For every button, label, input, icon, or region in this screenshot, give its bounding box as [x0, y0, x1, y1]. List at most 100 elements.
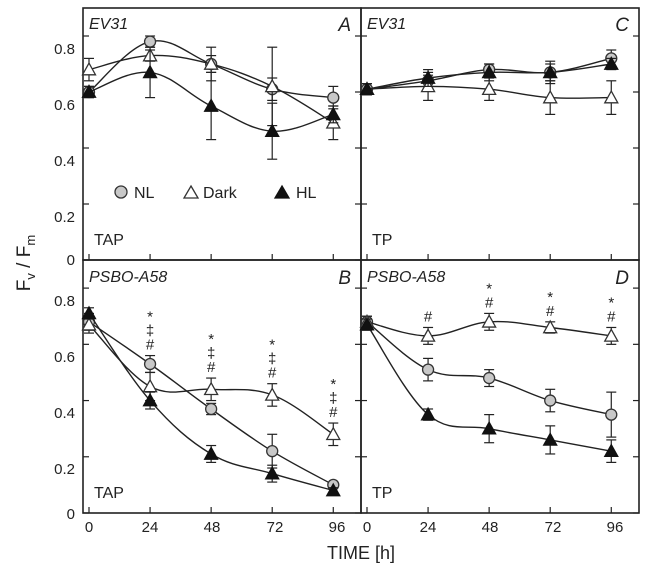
data-point-nl-d: [482, 371, 496, 385]
data-point-dark-d: [542, 319, 558, 334]
panel-d-strain: PSBO-A58: [367, 269, 445, 286]
data-point-nl-b: [204, 402, 218, 416]
data-point-hl-d: [603, 443, 619, 458]
legend-hl-marker: [273, 184, 291, 199]
significance-mark-b: ‡: [329, 390, 337, 407]
significance-mark-b: #: [146, 337, 155, 354]
data-point-hl-c: [420, 70, 436, 84]
significance-mark-b: #: [268, 365, 277, 382]
x-tick-label-left-0: 0: [85, 519, 93, 536]
panel-c-strain: EV31: [367, 16, 406, 33]
plot-panel-d: ##*#*#*: [359, 280, 639, 514]
series-line-hl-b: [88, 312, 334, 492]
x-tick-label-right-96: 96: [607, 519, 624, 536]
x-tick-label-left-24: 24: [142, 519, 159, 536]
data-point-dark-b: [203, 381, 219, 396]
data-point-dark-d: [603, 328, 619, 342]
data-point-dark-a: [81, 61, 97, 76]
legend: NL Dark HL: [114, 184, 317, 202]
x-tick-label-left-48: 48: [204, 519, 221, 536]
y-axis-label: Fv / Fm: [14, 235, 38, 291]
panel-b-medium: TAP: [94, 485, 124, 502]
data-point-hl-a: [325, 106, 341, 121]
y-tick-label-bottom-0.8: 0.8: [54, 293, 75, 310]
data-point-hl-d: [359, 316, 375, 331]
significance-mark-b: *: [269, 337, 275, 354]
data-point-hl-b: [325, 482, 341, 497]
legend-nl-marker: [114, 185, 128, 199]
data-point-nl-a: [143, 35, 157, 48]
significance-mark-b: *: [147, 309, 153, 326]
plot-panel-a: [81, 35, 361, 261]
significance-mark-d: #: [607, 308, 616, 325]
x-tick-label-right-0: 0: [363, 519, 371, 536]
frame-panel-d: [360, 259, 640, 514]
panel-d-letter: D: [615, 268, 629, 289]
y-tick-label-bottom-0: 0: [67, 506, 75, 523]
significance-mark-d: *: [486, 280, 492, 297]
y-tick-label-bottom-0.4: 0.4: [54, 405, 75, 422]
panel-a-letter: A: [337, 15, 351, 36]
significance-mark-b: #: [329, 404, 338, 421]
data-point-dark-a: [203, 56, 219, 70]
x-tick-label-right-24: 24: [420, 519, 437, 536]
data-point-hl-a: [142, 64, 158, 79]
data-point-hl-b: [142, 392, 158, 407]
data-point-hl-d: [481, 420, 497, 435]
panel-d-medium: TP: [372, 485, 392, 502]
panel-b-strain: PSBO-A58: [89, 269, 167, 286]
x-tick-label-left-96: 96: [329, 519, 346, 536]
y-tick-label-top-0.4: 0.4: [54, 153, 75, 170]
data-point-hl-d: [420, 406, 436, 421]
data-point-dark-d: [420, 328, 436, 342]
series-line-hl-d: [366, 324, 612, 452]
data-point-dark-c: [542, 89, 558, 104]
data-point-dark-a: [264, 78, 280, 93]
data-point-dark-b: [264, 387, 280, 401]
data-point-nl-d: [544, 394, 557, 407]
legend-nl-label: NL: [134, 185, 155, 202]
significance-mark-d: #: [485, 294, 494, 311]
data-point-hl-b: [81, 305, 97, 320]
data-point-hl-d: [542, 432, 558, 446]
legend-dark-marker: [182, 184, 200, 199]
data-point-hl-b: [203, 446, 219, 460]
significance-mark-b: ‡: [207, 345, 215, 362]
data-point-hl-c: [359, 81, 375, 96]
frame-panel-a: [82, 7, 362, 261]
panel-c-medium: TP: [372, 232, 392, 249]
data-point-dark-b: [81, 316, 97, 331]
x-axis-label: TIME [h]: [327, 543, 395, 563]
data-point-hl-c: [481, 64, 497, 79]
data-point-nl-a: [327, 91, 340, 104]
significance-mark-b: ‡: [146, 323, 154, 340]
significance-mark-b: *: [330, 376, 336, 393]
significance-mark-d: #: [424, 308, 433, 325]
x-tick-label-left-72: 72: [267, 519, 284, 536]
data-point-hl-c: [542, 64, 558, 79]
significance-mark-d: *: [608, 294, 614, 311]
data-point-hl-a: [264, 123, 280, 138]
data-point-nl-b: [143, 357, 157, 371]
data-point-nl-d: [421, 363, 435, 376]
panel-b-letter: B: [338, 268, 351, 289]
y-tick-label-top-0.6: 0.6: [54, 97, 75, 114]
panel-a-medium: TAP: [94, 232, 124, 249]
legend-dark-label: Dark: [203, 185, 238, 202]
data-point-hl-c: [603, 56, 619, 70]
data-point-hl-b: [264, 465, 280, 480]
data-point-nl-d: [605, 408, 618, 421]
significance-mark-d: *: [547, 289, 553, 306]
frame-panel-b: [82, 259, 362, 514]
y-tick-label-top-0.8: 0.8: [54, 41, 75, 58]
plot-panel-c: [359, 35, 639, 261]
y-tick-label-top-0: 0: [67, 252, 75, 269]
significance-mark-b: *: [208, 331, 214, 348]
significance-mark-b: ‡: [268, 351, 276, 368]
panel-c-letter: C: [615, 15, 629, 36]
data-point-hl-a: [203, 98, 219, 112]
significance-mark-d: #: [546, 303, 555, 320]
x-tick-label-right-48: 48: [482, 519, 499, 536]
y-tick-label-top-0.2: 0.2: [54, 209, 75, 226]
